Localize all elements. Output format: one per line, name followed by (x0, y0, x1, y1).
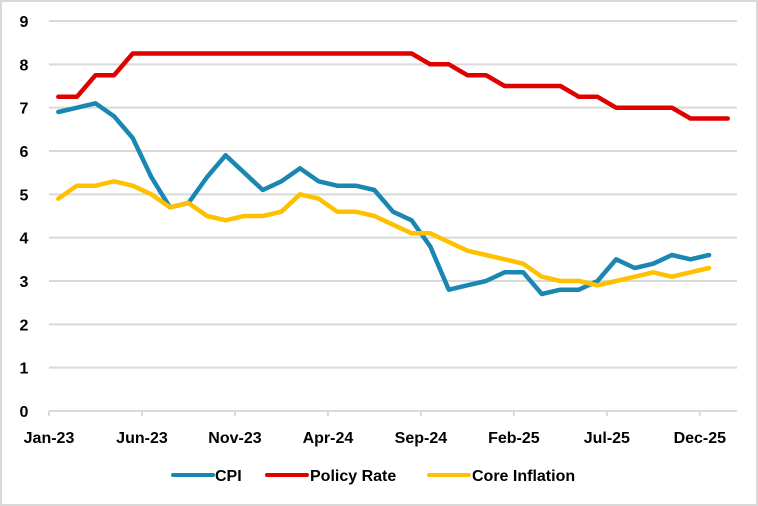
legend: CPI Policy Rate Core Inflation (171, 468, 575, 485)
legend-item-core-inflation: Core Inflation (427, 468, 575, 485)
y-tick-label: 2 (20, 317, 29, 334)
legend-label-policy-rate: Policy Rate (310, 468, 396, 485)
y-tick-label: 4 (20, 231, 29, 248)
x-tick-label: Jan-23 (24, 430, 75, 447)
x-tick-label: Apr-24 (303, 430, 354, 447)
x-tick-label: Nov-23 (208, 430, 261, 447)
x-tick-label: Sep-24 (395, 430, 448, 447)
series-line-cpi (56, 101, 712, 297)
y-tick-label: 5 (20, 187, 29, 204)
x-axis (48, 410, 737, 416)
x-tick-label: Feb-25 (488, 430, 540, 447)
x-tick-label: Jul-25 (584, 430, 630, 447)
y-tick-label: 0 (20, 404, 29, 421)
legend-label-cpi: CPI (215, 468, 242, 485)
x-axis-labels: Jan-23 Jun-23 Nov-23 Apr-24 Sep-24 Feb-25 Jul-… (24, 430, 726, 447)
series-lines (56, 51, 730, 297)
y-tick-label: 3 (20, 274, 29, 291)
legend-item-cpi: CPI (171, 468, 242, 485)
y-tick-label: 8 (20, 57, 29, 74)
y-tick-label: 9 (20, 14, 29, 31)
x-tick-label: Jun-23 (116, 430, 168, 447)
y-tick-label: 6 (20, 144, 29, 161)
y-tick-label: 7 (20, 101, 29, 118)
y-tick-label: 1 (20, 361, 29, 378)
series-line-core-inflation (56, 179, 712, 288)
legend-label-core-inflation: Core Inflation (472, 468, 575, 485)
legend-item-policy-rate: Policy Rate (265, 468, 396, 485)
y-axis-labels: 0 1 2 3 4 5 6 7 8 9 (20, 14, 29, 421)
series-line-policy-rate (56, 51, 730, 121)
x-tick-label: Dec-25 (674, 430, 727, 447)
